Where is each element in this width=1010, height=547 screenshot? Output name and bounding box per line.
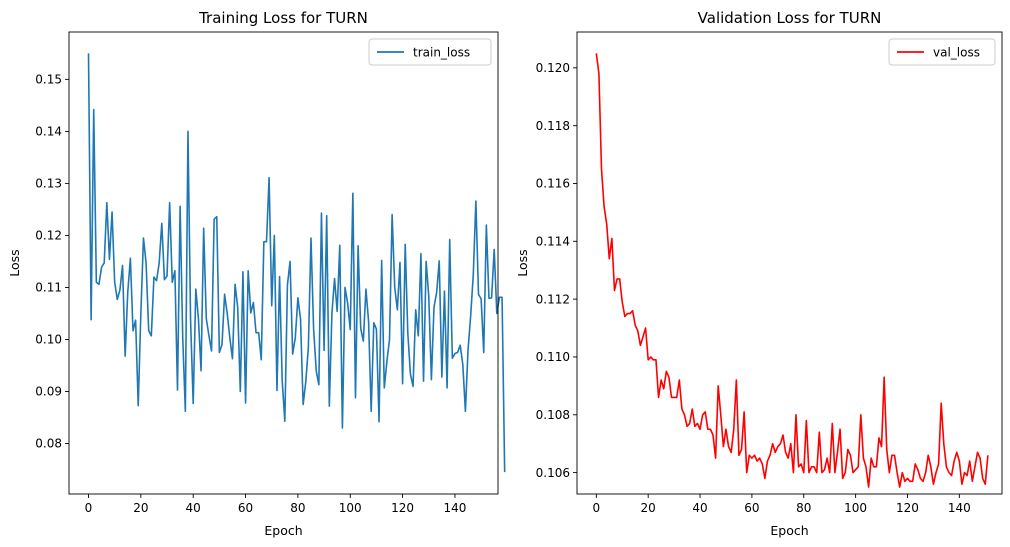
val-y-tick-label: 0.108 xyxy=(536,408,570,422)
train-x-tick-label: 100 xyxy=(339,501,362,515)
val-loss-line xyxy=(595,53,989,488)
val-x-tick-label: 40 xyxy=(692,501,707,515)
train-x-tick-label: 80 xyxy=(290,501,305,515)
val-x-tick-label: 140 xyxy=(948,501,971,515)
val-y-tick-label: 0.120 xyxy=(536,61,570,75)
val-y-tick-label: 0.114 xyxy=(536,235,570,249)
val-y-tick-label: 0.116 xyxy=(536,177,570,191)
val-axes-frame xyxy=(576,31,1003,495)
train-y-tick-label: 0.13 xyxy=(35,177,62,191)
train-y-tick-label: 0.12 xyxy=(35,229,62,243)
val-y-axis-label: Loss xyxy=(515,249,530,276)
val-x-tick-label: 80 xyxy=(796,501,811,515)
val-x-axis-label: Epoch xyxy=(770,523,808,538)
val-y-tick-label: 0.110 xyxy=(536,350,570,364)
train-y-tick-label: 0.14 xyxy=(35,125,62,139)
val-x-tick-label: 20 xyxy=(641,501,656,515)
val-chart-title: Validation Loss for TURN xyxy=(698,9,882,27)
train-y-tick-label: 0.08 xyxy=(35,437,62,451)
train-x-tick-label: 60 xyxy=(238,501,253,515)
train-y-axis-label: Loss xyxy=(7,249,22,276)
val-y-tick-label: 0.112 xyxy=(536,292,570,306)
validation-loss-plot: Validation Loss for TURN 0 20 40 60 80 100 120 1… xyxy=(515,9,1003,538)
val-x-tick-label: 0 xyxy=(592,501,600,515)
train-chart-title: Training Loss for TURN xyxy=(198,9,368,27)
train-x-tick-label: 0 xyxy=(85,501,93,515)
val-legend-box xyxy=(888,38,996,66)
train-y-tick-label: 0.09 xyxy=(35,385,62,399)
train-x-tick-label: 120 xyxy=(391,501,414,515)
train-y-tick-label: 0.10 xyxy=(35,333,62,347)
train-legend-box xyxy=(368,38,492,66)
train-x-tick-label: 40 xyxy=(186,501,201,515)
val-x-tick-label: 120 xyxy=(896,501,919,515)
val-legend-label: val_loss xyxy=(933,45,980,59)
train-y-tick-label: 0.15 xyxy=(35,73,62,87)
training-loss-plot: Training Loss for TURN 0 20 40 60 80 100 120 140… xyxy=(7,9,506,538)
val-y-tick-label: 0.106 xyxy=(536,466,570,480)
train-axes-frame xyxy=(68,31,499,495)
train-y-tick-label: 0.11 xyxy=(35,281,62,295)
train-loss-line xyxy=(87,53,506,473)
train-legend: train_loss xyxy=(368,38,492,66)
train-x-tick-label: 20 xyxy=(133,501,148,515)
val-x-tick-label: 60 xyxy=(744,501,759,515)
val-x-tick-label: 100 xyxy=(844,501,867,515)
train-x-tick-label: 140 xyxy=(443,501,466,515)
train-legend-label: train_loss xyxy=(413,45,470,59)
train-x-axis-label: Epoch xyxy=(264,523,302,538)
val-legend: val_loss xyxy=(888,38,996,66)
val-y-tick-label: 0.118 xyxy=(536,119,570,133)
